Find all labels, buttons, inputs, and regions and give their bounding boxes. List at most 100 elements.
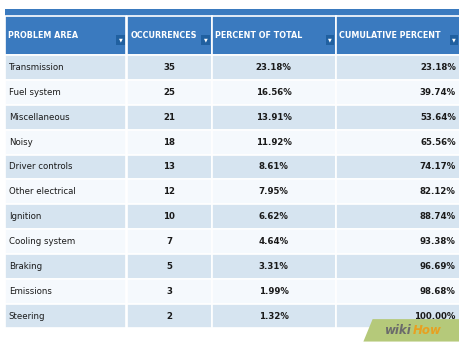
Bar (211, 304, 335, 328)
Bar (211, 130, 335, 155)
Text: 96.69%: 96.69% (419, 262, 455, 271)
Text: Emissions: Emissions (9, 287, 51, 296)
Text: 4.64%: 4.64% (258, 237, 288, 246)
Bar (5, 155, 126, 179)
Bar (201, 36, 209, 45)
Bar (126, 55, 211, 80)
Bar (5, 304, 126, 328)
Text: 1.32%: 1.32% (258, 312, 288, 321)
Bar (5, 254, 126, 279)
Bar (126, 80, 211, 105)
Text: 18: 18 (162, 138, 175, 147)
Text: 13.91%: 13.91% (255, 113, 291, 122)
Text: 98.68%: 98.68% (419, 287, 455, 296)
Bar (126, 155, 211, 179)
Text: Ignition: Ignition (9, 212, 41, 221)
Text: PERCENT OF TOTAL: PERCENT OF TOTAL (215, 31, 302, 40)
Text: 7: 7 (166, 237, 172, 246)
Text: 35: 35 (163, 63, 174, 72)
Text: OCCURRENCES: OCCURRENCES (130, 31, 196, 40)
Bar (211, 204, 335, 229)
Bar (335, 279, 459, 304)
Text: 3.31%: 3.31% (258, 262, 288, 271)
Text: 8.61%: 8.61% (258, 162, 288, 171)
Text: 11.92%: 11.92% (255, 138, 291, 147)
Bar (211, 80, 335, 105)
Text: CUMULATIVE PERCENT: CUMULATIVE PERCENT (339, 31, 440, 40)
Bar (5, 16, 126, 55)
Text: 53.64%: 53.64% (419, 113, 455, 122)
Text: ▼: ▼ (451, 38, 455, 43)
Bar (5, 55, 126, 80)
Bar (126, 16, 211, 55)
Bar (335, 204, 459, 229)
Bar (325, 36, 333, 45)
Text: 6.62%: 6.62% (258, 212, 288, 221)
Text: ▼: ▼ (203, 38, 207, 43)
Text: 23.18%: 23.18% (255, 63, 291, 72)
Text: Fuel system: Fuel system (9, 88, 61, 97)
Text: Noisy: Noisy (9, 138, 33, 147)
Text: Steering: Steering (9, 312, 45, 321)
Bar (211, 105, 335, 130)
Bar (5, 130, 126, 155)
Text: 2: 2 (166, 312, 172, 321)
Text: Other electrical: Other electrical (9, 187, 75, 196)
Text: PROBLEM AREA: PROBLEM AREA (8, 31, 78, 40)
Bar (126, 279, 211, 304)
Text: 12: 12 (162, 187, 175, 196)
Bar (335, 179, 459, 204)
Bar (211, 155, 335, 179)
Text: 7.95%: 7.95% (258, 187, 288, 196)
Text: 10: 10 (163, 212, 174, 221)
Bar (335, 55, 459, 80)
Text: 5: 5 (166, 262, 172, 271)
Bar (126, 254, 211, 279)
Text: 74.17%: 74.17% (419, 162, 455, 171)
Bar (335, 254, 459, 279)
Bar (211, 16, 335, 55)
Text: wiki: wiki (384, 324, 411, 337)
Text: 3: 3 (166, 287, 172, 296)
Bar (5, 179, 126, 204)
Text: 93.38%: 93.38% (419, 237, 455, 246)
Bar (126, 105, 211, 130)
Text: 16.56%: 16.56% (255, 88, 291, 97)
Text: 82.12%: 82.12% (419, 187, 455, 196)
Text: How: How (412, 324, 441, 337)
Text: Miscellaneous: Miscellaneous (9, 113, 69, 122)
Bar (335, 16, 459, 55)
Bar (126, 304, 211, 328)
Bar (211, 254, 335, 279)
Bar (5, 80, 126, 105)
Bar (211, 55, 335, 80)
Bar (335, 105, 459, 130)
Bar (5, 9, 459, 16)
Text: Braking: Braking (9, 262, 42, 271)
Bar (335, 80, 459, 105)
Text: ▼: ▼ (118, 38, 122, 43)
Bar (126, 130, 211, 155)
Bar (126, 229, 211, 254)
Bar (335, 130, 459, 155)
Bar (126, 204, 211, 229)
Polygon shape (363, 319, 459, 342)
Bar (5, 279, 126, 304)
Text: Transmission: Transmission (9, 63, 64, 72)
Text: 88.74%: 88.74% (419, 212, 455, 221)
Text: 13: 13 (162, 162, 175, 171)
Text: 21: 21 (162, 113, 175, 122)
Text: 39.74%: 39.74% (419, 88, 455, 97)
Bar (335, 304, 459, 328)
Text: ▼: ▼ (327, 38, 331, 43)
Text: 23.18%: 23.18% (419, 63, 455, 72)
Bar (449, 36, 457, 45)
Text: Driver controls: Driver controls (9, 162, 72, 171)
Bar (335, 229, 459, 254)
Bar (5, 229, 126, 254)
Text: 65.56%: 65.56% (420, 138, 455, 147)
Bar (126, 179, 211, 204)
Text: 25: 25 (163, 88, 174, 97)
Text: Cooling system: Cooling system (9, 237, 75, 246)
Bar (335, 155, 459, 179)
